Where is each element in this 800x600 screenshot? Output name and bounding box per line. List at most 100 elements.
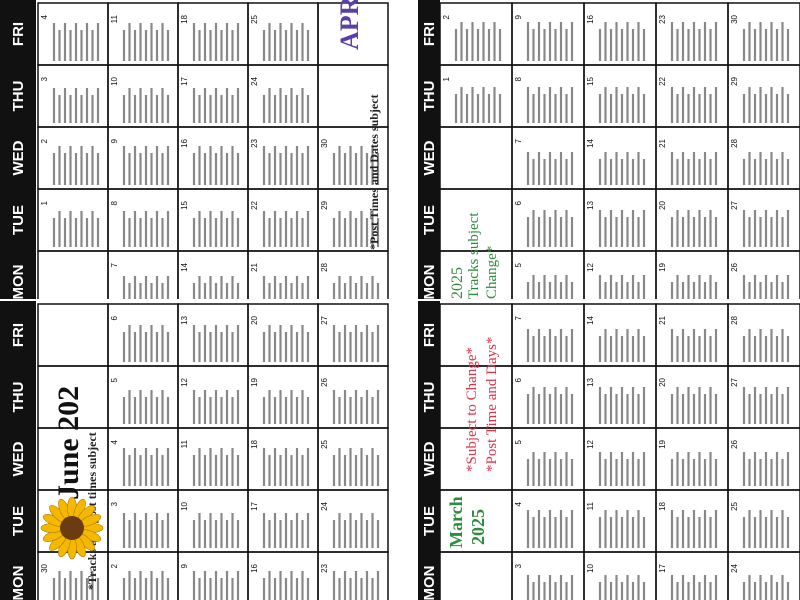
day-header-strip	[418, 0, 440, 299]
day-name: MON	[421, 566, 438, 600]
day-cell	[511, 365, 585, 429]
day-cell	[655, 2, 729, 66]
date-number: 21	[658, 315, 667, 324]
date-number: 27	[730, 377, 739, 386]
date-number: 3	[110, 501, 119, 506]
date-number: 28	[730, 315, 739, 324]
date-number: 5	[110, 377, 119, 382]
calendar-label: Change*	[484, 246, 500, 299]
day-cell	[655, 551, 729, 600]
calendar-label: *Post Times and Dates subject	[367, 94, 381, 250]
date-number: 14	[180, 262, 189, 271]
day-cell	[511, 126, 585, 190]
day-name: THU	[10, 81, 27, 112]
date-number: 25	[320, 439, 329, 448]
date-number: 3	[514, 563, 523, 568]
date-number: 14	[586, 315, 595, 324]
day-cell	[583, 64, 657, 128]
date-number: 12	[586, 262, 595, 271]
day-name: TUE	[10, 205, 27, 235]
date-number: 10	[110, 76, 119, 85]
date-number: 7	[110, 262, 119, 267]
date-number: 2	[110, 563, 119, 568]
day-name: MON	[421, 265, 438, 300]
date-number: 22	[658, 76, 667, 85]
day-cell	[583, 427, 657, 491]
day-name: TUE	[421, 205, 438, 235]
date-number: 29	[730, 76, 739, 85]
date-number: 6	[110, 315, 119, 320]
date-number: 20	[658, 200, 667, 209]
date-number: 2	[40, 138, 49, 143]
day-cell	[583, 365, 657, 429]
calendar-label: Tracks subject	[466, 212, 482, 299]
day-cell	[583, 489, 657, 553]
day-cell	[727, 489, 800, 553]
date-number: 9	[110, 138, 119, 143]
day-name: TUE	[421, 506, 438, 536]
date-number: 14	[586, 138, 595, 147]
date-number: 27	[320, 315, 329, 324]
day-cell	[511, 188, 585, 252]
day-cell	[727, 551, 800, 600]
date-number: 3	[40, 76, 49, 81]
day-name: WED	[421, 140, 438, 175]
date-number: 17	[250, 501, 259, 510]
day-name: MON	[10, 265, 27, 300]
day-cell	[727, 303, 800, 367]
date-number: 23	[320, 563, 329, 572]
calendar: MONTUEWEDTHUFRI1234789101114151617182122…	[0, 0, 389, 300]
day-name: MON	[10, 566, 27, 600]
date-number: 27	[730, 200, 739, 209]
date-number: 1	[442, 76, 451, 81]
date-number: 17	[658, 563, 667, 572]
date-number: 15	[586, 76, 595, 85]
date-number: 16	[250, 563, 259, 572]
date-number: 16	[180, 138, 189, 147]
day-name: THU	[10, 382, 27, 413]
date-number: 19	[658, 439, 667, 448]
date-number: 20	[250, 315, 259, 324]
day-cell	[439, 64, 513, 128]
day-cell	[655, 126, 729, 190]
day-cell	[37, 303, 109, 367]
day-cell	[655, 427, 729, 491]
calendar-label: 2025	[449, 267, 466, 299]
calendar: MON TUE WED THU FRI 3 4 5 6 7 10 11 12 13 14 17 18 19 20 21…	[418, 301, 800, 600]
date-number: 13	[586, 377, 595, 386]
calendar-label: June 202	[52, 386, 85, 500]
date-number: 23	[250, 138, 259, 147]
date-number: 19	[250, 377, 259, 386]
day-header-strip	[0, 0, 36, 299]
day-cell	[511, 427, 585, 491]
date-number: 13	[180, 315, 189, 324]
date-number: 20	[658, 377, 667, 386]
date-number: 19	[658, 262, 667, 271]
day-cell	[511, 2, 585, 66]
day-cell	[727, 2, 800, 66]
calendar-label: March	[446, 496, 466, 548]
day-name: THU	[421, 382, 438, 413]
day-cell	[655, 365, 729, 429]
date-number: 21	[250, 262, 259, 271]
calendar-label: *Subject to Change*	[464, 347, 480, 472]
day-cell	[439, 551, 513, 600]
date-number: 28	[320, 262, 329, 271]
date-number: 11	[180, 439, 189, 448]
date-number: 4	[514, 501, 523, 506]
date-number: 17	[180, 76, 189, 85]
day-name: THU	[421, 81, 438, 112]
day-name: WED	[10, 140, 27, 175]
date-number: 24	[320, 501, 329, 510]
date-number: 21	[658, 138, 667, 147]
day-cell	[511, 303, 585, 367]
date-number: 10	[180, 501, 189, 510]
date-number: 18	[658, 501, 667, 510]
calendar-label: *Post Time and Days*	[484, 337, 500, 472]
day-cell	[727, 188, 800, 252]
day-header-strip	[418, 301, 440, 600]
date-number: 12	[180, 377, 189, 386]
date-number: 11	[110, 14, 119, 23]
day-name: WED	[10, 441, 27, 476]
